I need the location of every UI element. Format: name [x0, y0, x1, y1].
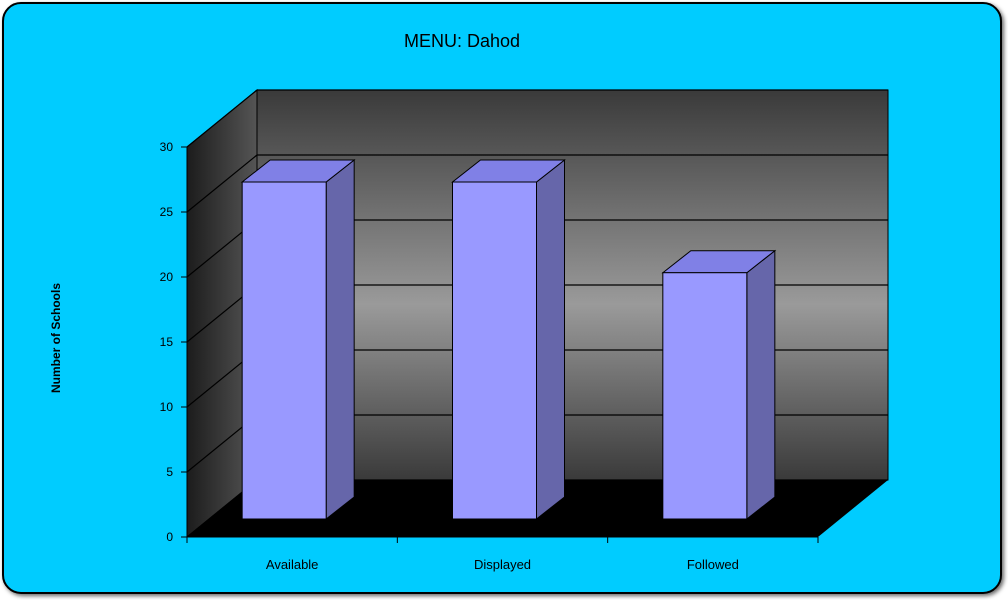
plot-area: 0 5 10 15 20 25 30 Available Displayed Followed: [160, 88, 889, 572]
x-tick-label: Displayed: [474, 557, 531, 572]
bar: [662, 272, 748, 520]
bar-side: [746, 249, 776, 521]
gridline-side: [186, 89, 258, 148]
y-tick-label: 15: [160, 335, 174, 349]
y-tick-label: 30: [160, 140, 174, 154]
y-tick-label: 20: [160, 270, 174, 284]
chart-title: MENU: Dahod: [404, 31, 520, 51]
y-tick-label: 5: [166, 465, 173, 479]
gridline-side: [186, 154, 258, 213]
x-tick-label: Available: [266, 557, 319, 572]
y-tick-label: 0: [166, 530, 173, 544]
bar-side: [325, 158, 355, 521]
y-axis-label: Number of Schools: [49, 283, 63, 393]
bar-side: [536, 158, 565, 521]
x-tick-label: Followed: [687, 557, 739, 572]
y-tick-label: 10: [160, 400, 174, 414]
bar: [452, 181, 537, 520]
y-tick-label: 25: [160, 205, 174, 219]
bar: [241, 181, 327, 520]
